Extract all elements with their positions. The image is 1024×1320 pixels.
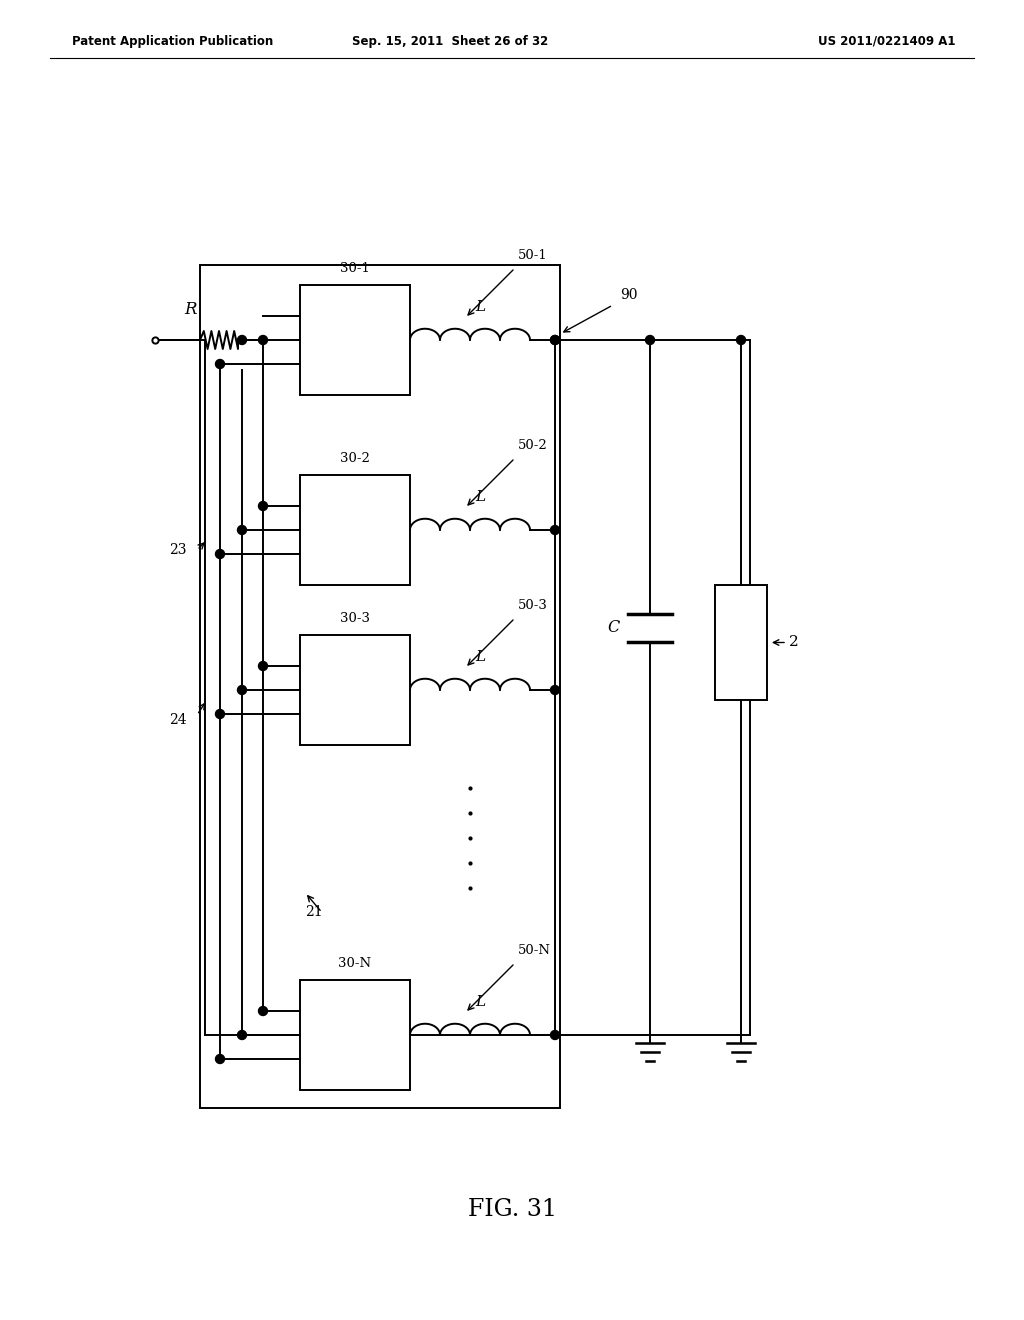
Text: 30-N: 30-N [339, 957, 372, 970]
Text: 2: 2 [790, 635, 799, 649]
Text: 24: 24 [169, 713, 187, 727]
Circle shape [215, 1055, 224, 1064]
Text: R: R [184, 301, 198, 318]
Circle shape [551, 335, 559, 345]
Circle shape [238, 1031, 247, 1040]
Circle shape [551, 525, 559, 535]
Bar [300, 285, 410, 395]
Text: C: C [608, 619, 620, 636]
Circle shape [258, 502, 267, 511]
Circle shape [215, 549, 224, 558]
Text: 90: 90 [620, 288, 638, 302]
Text: 30-1: 30-1 [340, 261, 370, 275]
Bar [715, 585, 767, 700]
Circle shape [215, 710, 224, 718]
Text: Patent Application Publication: Patent Application Publication [72, 36, 273, 48]
Circle shape [258, 335, 267, 345]
Text: 50-3: 50-3 [518, 599, 548, 612]
Circle shape [551, 685, 559, 694]
Bar [300, 475, 410, 585]
Circle shape [551, 335, 559, 345]
Circle shape [736, 335, 745, 345]
Text: US 2011/0221409 A1: US 2011/0221409 A1 [817, 36, 955, 48]
Text: 30-3: 30-3 [340, 612, 370, 624]
Text: L: L [475, 649, 485, 664]
Text: FIG. 31: FIG. 31 [468, 1199, 556, 1221]
Circle shape [238, 335, 247, 345]
Bar [300, 979, 410, 1090]
Circle shape [238, 685, 247, 694]
Text: L: L [475, 995, 485, 1008]
Text: L: L [475, 490, 485, 504]
Circle shape [645, 335, 654, 345]
Circle shape [258, 1006, 267, 1015]
Text: 21: 21 [305, 906, 323, 920]
Circle shape [258, 661, 267, 671]
Text: 50-1: 50-1 [518, 249, 548, 261]
Bar [200, 265, 560, 1107]
Text: 30-2: 30-2 [340, 451, 370, 465]
Text: Sep. 15, 2011  Sheet 26 of 32: Sep. 15, 2011 Sheet 26 of 32 [352, 36, 548, 48]
Circle shape [238, 525, 247, 535]
Bar [300, 635, 410, 744]
Circle shape [551, 1031, 559, 1040]
Text: 23: 23 [170, 543, 187, 557]
Text: 50-2: 50-2 [518, 440, 548, 451]
Text: L: L [475, 300, 485, 314]
Text: 50-N: 50-N [518, 944, 551, 957]
Circle shape [215, 359, 224, 368]
